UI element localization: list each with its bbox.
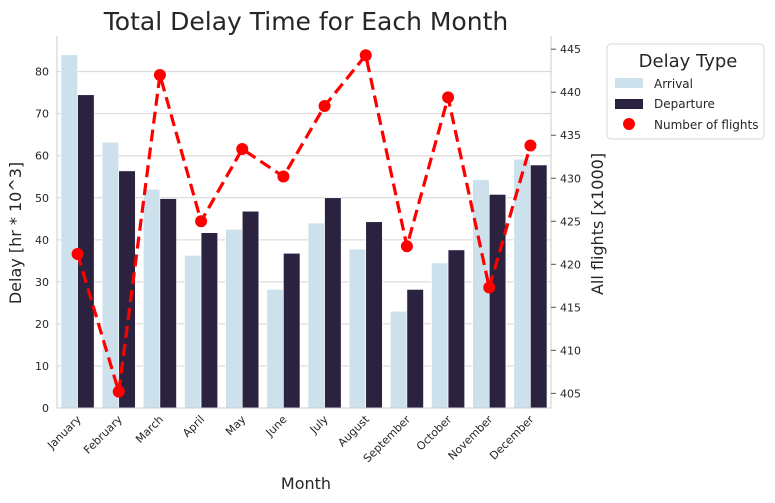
- x-tick-label-october: October: [414, 413, 455, 454]
- bar-arrival-march: [143, 189, 161, 409]
- bar-arrival-april: [184, 255, 202, 409]
- y-right-tick-label: 420: [560, 258, 581, 271]
- flights-point-december: [524, 139, 537, 152]
- y-left-tick-label: 10: [35, 360, 49, 373]
- y-left-tick-label: 80: [35, 66, 49, 79]
- y-left-tick-labels: 0 10 20 30 40 50 60 70 80: [35, 66, 49, 415]
- y-right-tick-label: 440: [560, 86, 581, 99]
- y-left-tick-label: 30: [35, 276, 49, 289]
- bars-layer: [60, 54, 548, 409]
- axes-layer: [56, 36, 552, 409]
- bar-departure-october: [447, 249, 465, 409]
- flights-point-june: [277, 170, 290, 183]
- y-left-tick-label: 40: [35, 234, 49, 247]
- bar-arrival-june: [266, 289, 284, 409]
- y-right-tick-label: 430: [560, 172, 581, 185]
- bar-arrival-august: [348, 248, 367, 409]
- x-tick-label-february: February: [81, 413, 125, 457]
- flights-point-may: [236, 143, 249, 155]
- flights-line-layer: [71, 49, 537, 398]
- bar-arrival-july: [307, 222, 325, 409]
- y-right-tick-label: 405: [560, 387, 581, 400]
- bar-departure-august: [365, 221, 383, 409]
- y-right-tick-label: 435: [560, 129, 581, 142]
- bar-departure-september: [406, 289, 424, 409]
- flights-point-october: [442, 91, 455, 104]
- bar-departure-april: [200, 232, 218, 409]
- x-tick-label-august: August: [335, 412, 372, 449]
- legend-label-departure: Departure: [654, 97, 715, 111]
- legend-label-flights: Number of flights: [654, 118, 758, 132]
- x-tick-label-july: July: [307, 413, 331, 437]
- bar-arrival-may: [225, 229, 243, 409]
- bar-departure-may: [241, 210, 260, 409]
- x-tick-label-january: January: [44, 413, 84, 453]
- legend-swatch-arrival: [615, 78, 643, 88]
- y-left-tick-label: 70: [35, 108, 49, 121]
- legend-box: [606, 43, 765, 140]
- y-right-tick-label: 410: [560, 344, 581, 357]
- flights-point-september: [400, 240, 413, 253]
- bar-departure-june: [283, 252, 301, 409]
- x-tick-label-june: June: [263, 413, 290, 440]
- legend-title: Delay Type: [639, 51, 738, 72]
- y-left-tick-label: 60: [35, 150, 49, 163]
- y-axis-label-right: All flights [x1000]: [588, 153, 607, 295]
- y-axis-label-left: Delay [hr * 10^3]: [6, 162, 25, 304]
- legend-swatch-departure: [615, 99, 643, 109]
- y-right-tick-labels: 405 410 415 420 425 430 435 440 445: [551, 43, 581, 400]
- legend: Delay Type Arrival Departure Number of f…: [606, 43, 765, 140]
- legend-label-arrival: Arrival: [654, 77, 693, 91]
- x-axis-label: Month: [281, 474, 331, 493]
- bar-arrival-september: [390, 310, 408, 409]
- bar-departure-july: [324, 197, 342, 409]
- bar-departure-march: [159, 198, 177, 409]
- flights-point-march: [153, 69, 166, 81]
- flights-point-november: [483, 281, 496, 294]
- bar-departure-november: [488, 194, 507, 409]
- flights-point-february: [112, 385, 125, 398]
- y-right-tick-label: 445: [560, 43, 581, 56]
- y-right-tick-label: 425: [560, 215, 581, 228]
- y-left-tick-label: 0: [42, 402, 49, 415]
- flights-point-january: [71, 247, 84, 260]
- x-tick-label-december: December: [487, 413, 537, 463]
- flights-point-april: [195, 215, 208, 228]
- x-tick-label-march: March: [133, 413, 166, 446]
- y-left-tick-label: 20: [35, 318, 49, 331]
- legend-marker-flights: [623, 118, 635, 130]
- y-left-tick-label: 50: [35, 192, 49, 205]
- bar-arrival-november: [472, 179, 490, 409]
- y-right-tick-label: 415: [560, 301, 581, 314]
- x-tick-label-may: May: [223, 413, 249, 439]
- bar-arrival-january: [60, 54, 78, 409]
- bar-arrival-october: [431, 262, 449, 409]
- chart-title: Total Delay Time for Each Month: [103, 7, 508, 36]
- flights-point-august: [359, 49, 372, 62]
- flights-point-july: [318, 99, 331, 112]
- x-tick-label-april: April: [180, 413, 207, 440]
- bar-departure-december: [530, 164, 548, 409]
